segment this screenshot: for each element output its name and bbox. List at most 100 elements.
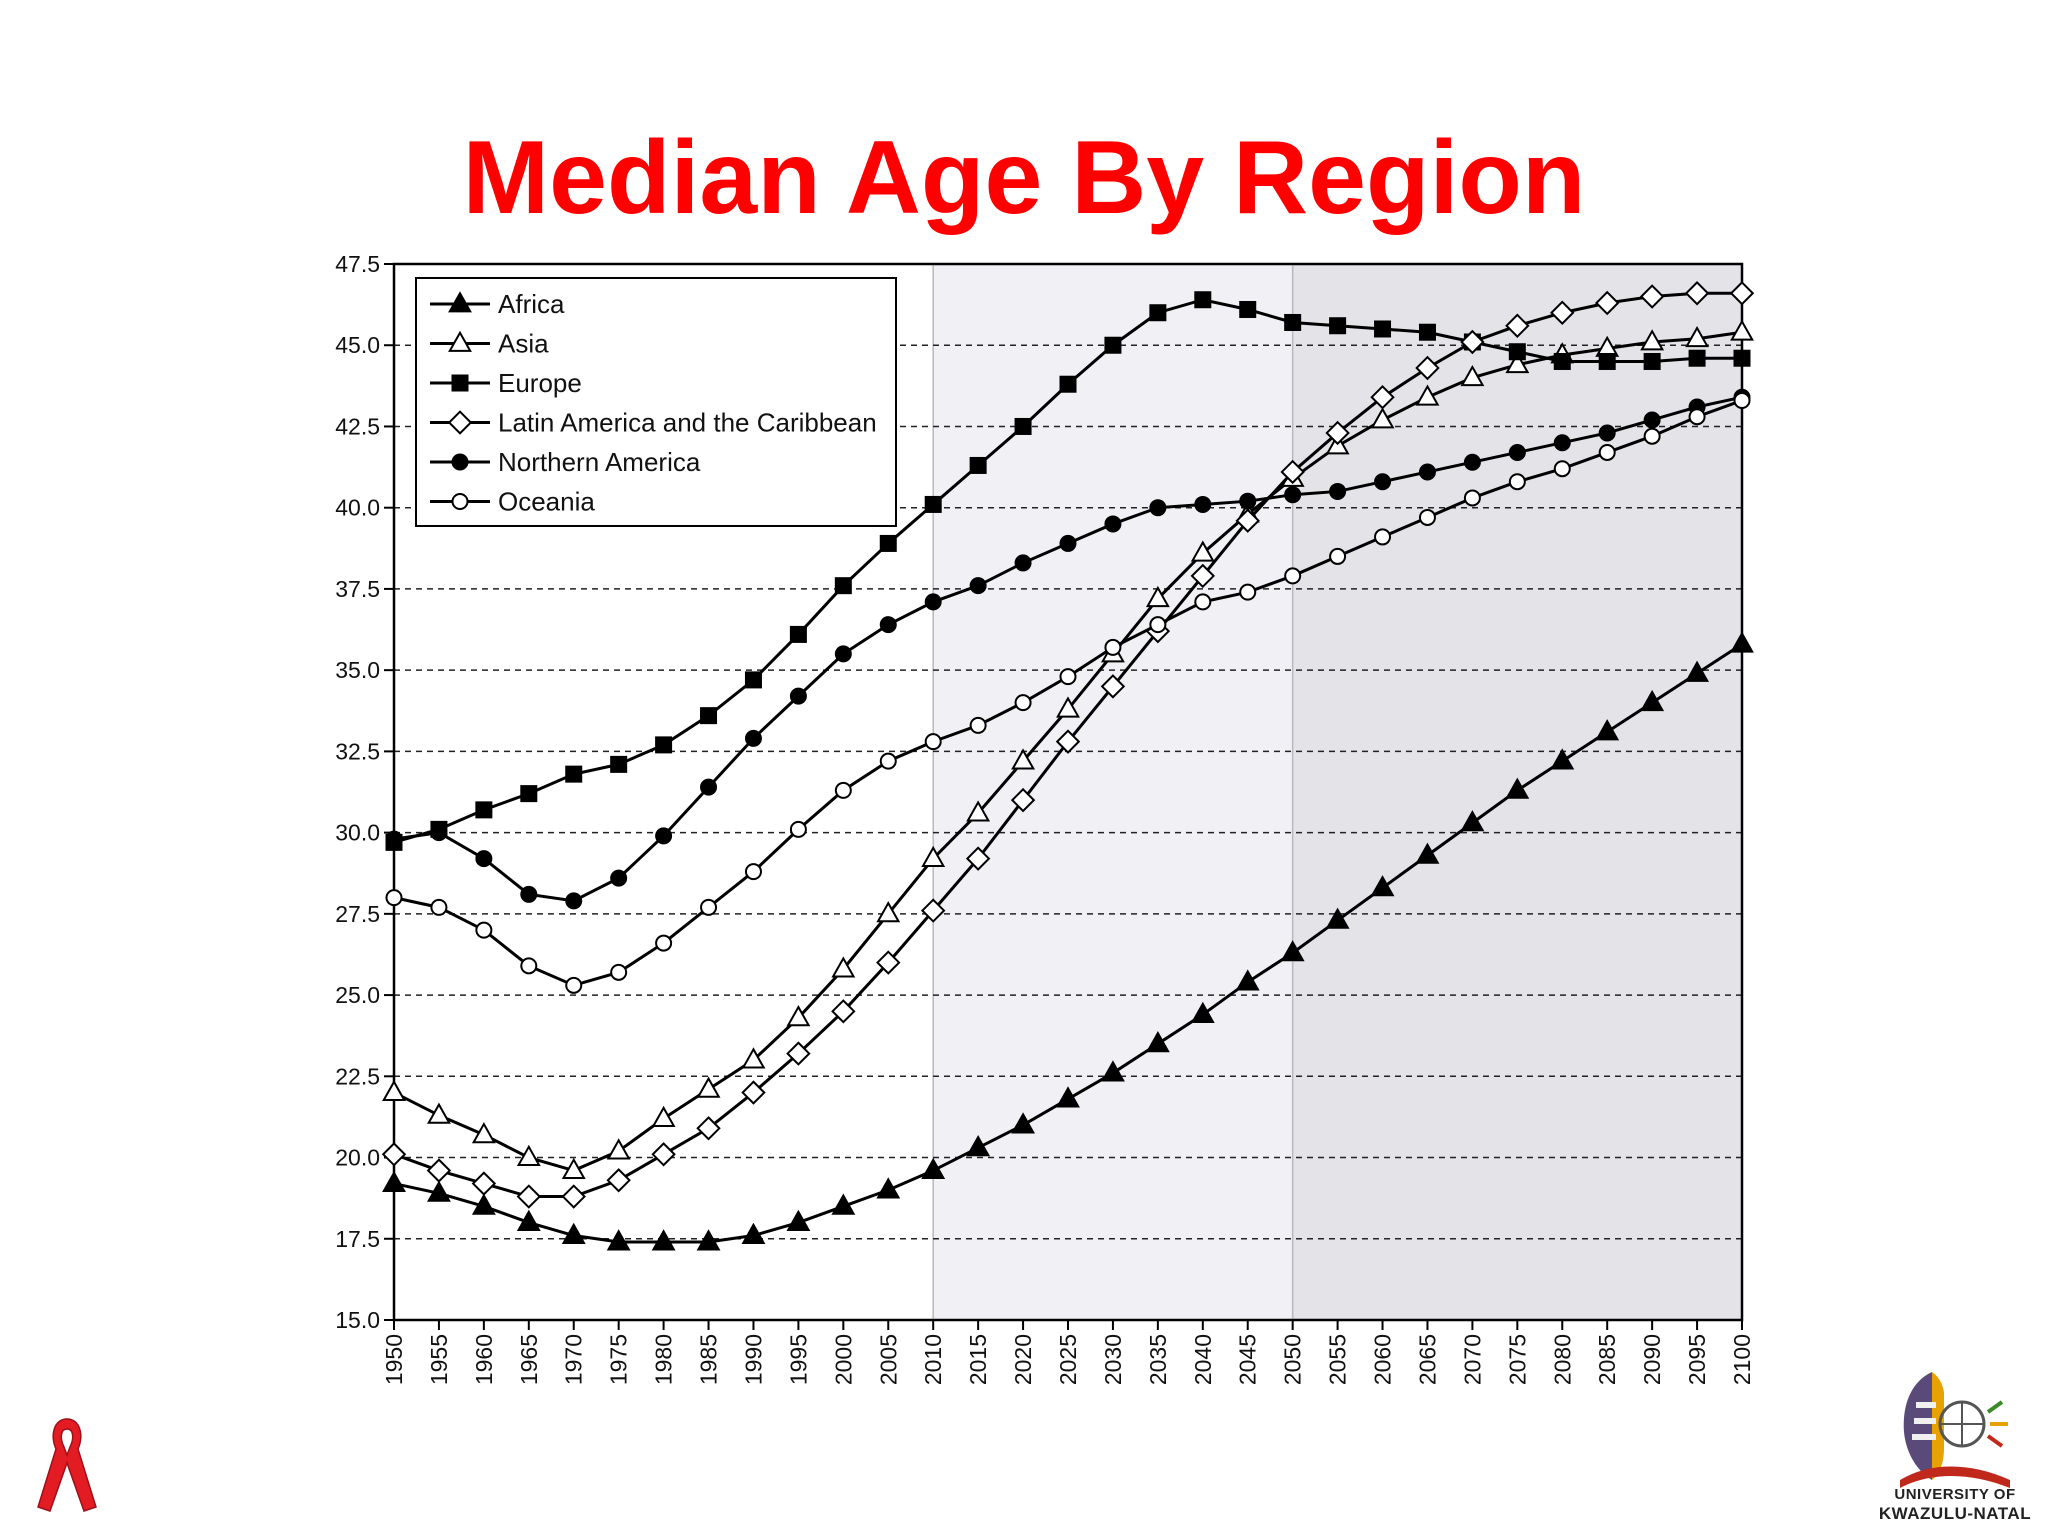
data-point	[1643, 427, 1661, 445]
data-point	[565, 765, 583, 783]
x-tick-label: 2085	[1594, 1334, 1620, 1385]
data-point	[1011, 1112, 1036, 1134]
data-point	[966, 1135, 991, 1157]
legend-box	[415, 277, 897, 527]
data-point	[382, 1170, 406, 1192]
chart-legend: Africa Asia Europe Latin America and the Ca…	[415, 277, 897, 527]
x-tick-label: 2055	[1325, 1334, 1351, 1385]
data-point	[1235, 969, 1260, 991]
legend-marker	[451, 374, 469, 392]
series-oceania	[385, 391, 1751, 994]
data-point	[965, 846, 991, 871]
data-point	[430, 824, 448, 842]
x-tick-label: 2080	[1549, 1334, 1575, 1385]
data-point	[1733, 391, 1751, 409]
data-point	[381, 1142, 407, 1167]
data-point	[1733, 349, 1751, 367]
data-point	[516, 1144, 541, 1166]
data-point	[1685, 325, 1710, 348]
data-point	[921, 1157, 946, 1179]
data-point	[1284, 313, 1302, 331]
x-tick-label: 2045	[1235, 1334, 1261, 1385]
x-tick-label: 1955	[426, 1334, 452, 1385]
university-shield-logo-icon	[1900, 1372, 2010, 1488]
data-point	[1598, 352, 1616, 370]
data-point	[786, 1005, 811, 1027]
shaded-region	[933, 264, 1293, 1320]
data-point	[1415, 355, 1440, 381]
logo-text-line1: UNIVERSITY OF	[1894, 1486, 2016, 1503]
data-point	[1415, 842, 1440, 864]
x-tick-label: 1980	[651, 1334, 677, 1385]
legend-marker	[451, 493, 469, 510]
data-point	[700, 898, 718, 916]
data-point	[1640, 329, 1665, 351]
data-point	[696, 1229, 721, 1251]
data-point	[1104, 638, 1122, 656]
data-point	[1010, 787, 1036, 813]
data-point	[426, 1158, 452, 1183]
red-ribbon-icon	[37, 1418, 97, 1512]
data-point	[1149, 499, 1167, 517]
data-point	[786, 1209, 811, 1231]
data-point	[1325, 907, 1350, 929]
data-point	[475, 921, 493, 939]
data-point	[1284, 486, 1302, 504]
legend-item: Northern America	[430, 447, 701, 477]
y-tick-label: 20.0	[335, 1145, 380, 1171]
data-point	[1370, 875, 1395, 897]
y-tick-label: 15.0	[335, 1307, 380, 1333]
y-tick-label: 37.5	[335, 576, 380, 602]
data-point	[1643, 352, 1661, 370]
x-tick-label: 2035	[1145, 1334, 1171, 1385]
data-point	[471, 1171, 497, 1196]
data-point	[1194, 291, 1212, 309]
data-point	[696, 1076, 721, 1098]
x-tick-label: 2060	[1370, 1334, 1396, 1385]
data-point	[789, 625, 807, 643]
data-point	[1239, 492, 1257, 510]
data-point	[786, 1041, 811, 1066]
data-point	[382, 1079, 406, 1101]
legend-label: Africa	[498, 289, 565, 319]
data-point	[1194, 593, 1212, 611]
legend-item: Europe	[430, 368, 582, 398]
legend-marker	[447, 410, 473, 435]
x-tick-label: 1975	[606, 1334, 632, 1385]
x-tick-label: 2075	[1504, 1334, 1530, 1385]
x-tick-label: 2065	[1414, 1334, 1440, 1385]
x-tick-label: 2070	[1459, 1334, 1485, 1385]
data-point	[831, 999, 856, 1024]
x-tick-label: 2030	[1100, 1334, 1126, 1385]
data-point	[1239, 583, 1257, 601]
x-tick-label: 1960	[471, 1334, 497, 1385]
data-point	[1508, 443, 1526, 461]
data-point	[789, 687, 807, 705]
y-tick-label: 35.0	[335, 657, 380, 683]
data-point	[520, 957, 538, 975]
y-tick-label: 45.0	[335, 332, 380, 358]
legend-label: Asia	[498, 329, 549, 359]
data-point	[1329, 317, 1347, 335]
data-point	[1011, 748, 1036, 770]
x-tick-label: 2015	[965, 1334, 991, 1385]
y-tick-label: 40.0	[335, 495, 380, 521]
data-point	[1059, 534, 1077, 552]
data-point	[1730, 631, 1754, 653]
data-point	[385, 889, 403, 907]
data-point	[1056, 1086, 1080, 1108]
x-tick-label: 1965	[516, 1334, 542, 1385]
legend-marker	[448, 330, 472, 352]
data-point	[1329, 547, 1347, 565]
y-tick-label: 42.5	[335, 413, 380, 439]
data-point	[1014, 694, 1032, 712]
data-point	[651, 1229, 676, 1251]
data-point	[921, 845, 946, 868]
data-point	[1418, 463, 1436, 481]
data-point	[651, 1142, 676, 1167]
data-point	[741, 1080, 766, 1105]
data-point	[969, 716, 987, 734]
data-point	[924, 593, 942, 611]
data-point	[1508, 473, 1526, 491]
